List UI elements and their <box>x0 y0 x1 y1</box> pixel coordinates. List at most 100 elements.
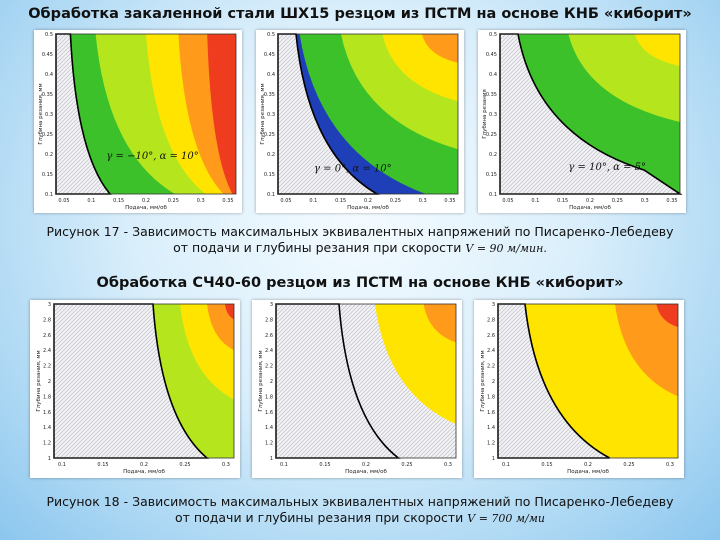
y-tick-label: 3 <box>48 302 51 308</box>
y-tick-label: 0.5 <box>489 32 497 38</box>
y-tick-label: 0.25 <box>42 132 53 138</box>
x-tick-label: 0.25 <box>390 198 401 204</box>
band-0 <box>275 303 401 459</box>
x-tick-label: 0.2 <box>140 462 148 468</box>
x-tick-label: 0.1 <box>309 198 317 204</box>
x-tick-label: 0.3 <box>641 198 649 204</box>
x-tick-label: 0.25 <box>179 462 190 468</box>
y-tick-label: 0.4 <box>489 72 497 78</box>
x-tick-label: 0.2 <box>142 198 150 204</box>
x-tick-label: 0.2 <box>586 198 594 204</box>
y-axis-label: Глубина резания, мм <box>258 350 264 411</box>
y-tick-label: 2 <box>48 379 51 385</box>
y-tick-label: 0.35 <box>486 92 497 98</box>
x-tick-label: 0.3 <box>197 198 205 204</box>
y-axis-label: Глубина резания <box>482 89 488 138</box>
y-tick-label: 0.3 <box>45 112 53 118</box>
y-tick-label: 1.6 <box>43 410 51 416</box>
y-axis-label: Глубина резания, мм <box>36 350 42 411</box>
angle-annotation: γ = 0°, α = 10° <box>314 164 392 175</box>
y-tick-label: 1.2 <box>43 441 51 447</box>
x-tick-label: 0.3 <box>222 462 230 468</box>
angle-annotation: γ = −10°, α = 10° <box>106 151 198 162</box>
y-tick-label: 2 <box>492 379 495 385</box>
y-tick-label: 3 <box>492 302 495 308</box>
y-tick-label: 2.2 <box>43 364 51 370</box>
y-tick-label: 0.35 <box>42 92 53 98</box>
y-tick-label: 1.2 <box>265 441 273 447</box>
chart-5-svg: 3 2.8 2.6 2.4 2.2 2 1.8 1.6 1.4 1.2 1 0.1 0.15 0.2 0.2… <box>258 302 457 475</box>
plot-frame <box>53 303 235 459</box>
y-tick-label: 0.2 <box>267 152 275 158</box>
speed-formula-18: V = 700 м/ми <box>467 512 545 525</box>
plot-frame <box>275 303 457 459</box>
chart-5: 3 2.8 2.6 2.4 2.2 2 1.8 1.6 1.4 1.2 1 0.1 0.15 0.2 0.2… <box>252 300 462 478</box>
x-tick-label: 0.25 <box>168 198 179 204</box>
x-tick-label: 0.1 <box>502 462 510 468</box>
speed-formula-17: V = 90 м/мин. <box>465 242 547 255</box>
section2-title: Обработка СЧ40-60 резцом из ПСТМ на осно… <box>96 275 624 291</box>
chart-4: 3 2.8 2.6 2.4 2.2 2 1.8 1.6 1.4 1.2 1 0.1 0.15 0.2 0.2… <box>30 300 240 478</box>
x-axis-label: Подача, мм/об <box>125 205 167 211</box>
x-tick-label: 0.15 <box>113 198 124 204</box>
y-tick-label: 1 <box>492 456 495 462</box>
y-tick-label: 0.45 <box>264 52 275 58</box>
y-tick-label: 2 <box>270 379 273 385</box>
chart-1: 0.5 0.45 0.4 0.35 0.3 0.25 0.2 0.15 0.1 0.05 0.1 0.… <box>34 30 242 213</box>
x-tick-label: 0.35 <box>444 198 455 204</box>
band-0 <box>277 33 380 195</box>
y-tick-label: 2.6 <box>43 333 51 339</box>
y-tick-label: 2.4 <box>265 348 273 354</box>
y-tick-label: 2.2 <box>265 364 273 370</box>
y-tick-label: 0.25 <box>264 132 275 138</box>
chart-3-svg: 0.5 0.45 0.4 0.35 0.3 0.25 0.2 0.15 0.1 0.05 0.1 0.… <box>482 32 683 211</box>
band-0 <box>497 303 610 459</box>
y-tick-label: 0.15 <box>264 172 275 178</box>
caption-18-line2: от подачи и глубины резания при скорости… <box>0 510 720 527</box>
y-tick-label: 0.25 <box>486 132 497 138</box>
x-tick-label: 0.3 <box>666 462 674 468</box>
x-tick-label: 0.25 <box>612 198 623 204</box>
x-tick-label: 0.05 <box>58 198 69 204</box>
x-tick-label: 0.25 <box>623 462 634 468</box>
y-tick-label: 2.6 <box>265 333 273 339</box>
y-tick-label: 0.1 <box>267 192 275 198</box>
chart-2: 0.5 0.45 0.4 0.35 0.3 0.25 0.2 0.15 0.1 0.05 0.1 0.… <box>256 30 464 213</box>
figure-17-caption: Рисунок 17 - Зависимость максимальных эк… <box>0 224 720 257</box>
x-axis-label: Подача, мм/об <box>347 205 389 211</box>
y-tick-label: 0.15 <box>486 172 497 178</box>
y-tick-label: 0.3 <box>267 112 275 118</box>
y-tick-label: 0.5 <box>45 32 53 38</box>
y-tick-label: 2.8 <box>265 317 273 323</box>
x-tick-label: 0.15 <box>557 198 568 204</box>
y-tick-label: 0.2 <box>489 152 497 158</box>
figure-18-caption: Рисунок 18 - Зависимость максимальных эк… <box>0 494 720 527</box>
chart-6: 3 2.8 2.6 2.4 2.2 2 1.8 1.6 1.4 1.2 1 0.1 0.15 0.2 0.2… <box>474 300 684 478</box>
chart-1-svg: 0.5 0.45 0.4 0.35 0.3 0.25 0.2 0.15 0.1 0.05 0.1 0.… <box>38 32 237 211</box>
x-tick-label: 0.1 <box>58 462 66 468</box>
y-axis-label: Глубина резания, мм <box>480 350 486 411</box>
y-axis-label: Глубина резания, мм <box>260 83 266 144</box>
chart-4-svg: 3 2.8 2.6 2.4 2.2 2 1.8 1.6 1.4 1.2 1 0.1 0.15 0.2 0.2… <box>36 302 235 475</box>
x-axis-label: Подача, мм/об <box>569 205 611 211</box>
x-axis-label: Подача, мм/об <box>345 469 387 475</box>
y-axis-label: Глубина резания, мм <box>38 83 44 144</box>
band-0 <box>55 33 112 195</box>
x-tick-label: 0.15 <box>319 462 330 468</box>
x-tick-label: 0.05 <box>280 198 291 204</box>
y-tick-label: 1.8 <box>43 394 51 400</box>
y-tick-label: 0.35 <box>264 92 275 98</box>
y-tick-label: 2.2 <box>487 364 495 370</box>
y-tick-label: 1.2 <box>487 441 495 447</box>
plot-frame <box>499 33 681 195</box>
y-tick-label: 1.6 <box>265 410 273 416</box>
y-tick-label: 0.4 <box>45 72 53 78</box>
x-tick-label: 0.1 <box>280 462 288 468</box>
x-axis-label: Подача, мм/об <box>123 469 165 475</box>
y-tick-label: 1 <box>270 456 273 462</box>
chart-6-svg: 3 2.8 2.6 2.4 2.2 2 1.8 1.6 1.4 1.2 1 0.1 0.15 0.2 0.2… <box>480 302 679 475</box>
x-tick-label: 0.35 <box>666 198 677 204</box>
y-tick-label: 0.1 <box>489 192 497 198</box>
y-tick-label: 3 <box>270 302 273 308</box>
chart-2-svg: 0.5 0.45 0.4 0.35 0.3 0.25 0.2 0.15 0.1 0.05 0.1 0.… <box>260 32 459 211</box>
